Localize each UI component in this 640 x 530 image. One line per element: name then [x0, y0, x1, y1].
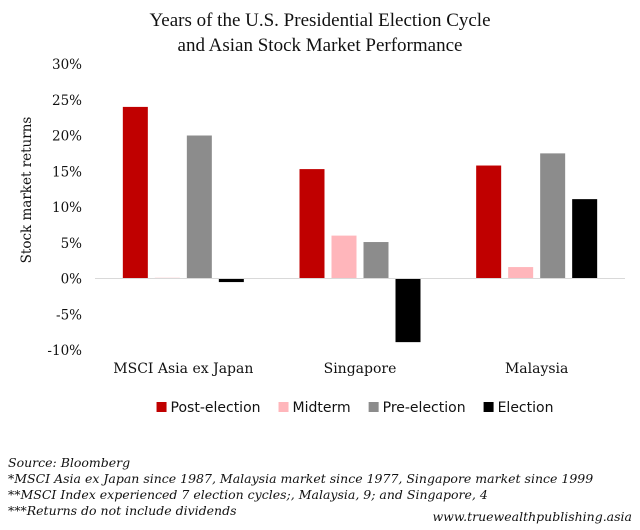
- chart: Years of the U.S. Presidential Election …: [19, 10, 625, 416]
- y-tick-label: -5%: [56, 307, 82, 323]
- website-credit: www.truewealthpublishing.asia: [432, 509, 632, 524]
- legend-item: Election: [483, 400, 554, 416]
- category-labels: MSCI Asia ex Japan Singapore Malaysia: [113, 361, 568, 377]
- footnote-1: *MSCI Asia ex Japan since 1987, Malaysia…: [8, 471, 594, 486]
- y-tick-label: -10%: [47, 343, 82, 359]
- y-axis-label: Stock market returns: [19, 117, 35, 264]
- legend-swatch: [483, 402, 494, 412]
- y-tick-label: 25%: [52, 93, 82, 109]
- legend-swatch: [368, 402, 379, 412]
- bar-midterm-2: [331, 235, 357, 279]
- footnote-3: ***Returns do not include dividends: [8, 503, 237, 518]
- source-note: Source: Bloomberg: [8, 455, 131, 470]
- legend-item: Pre-election: [368, 400, 466, 416]
- y-tick-label: 15%: [52, 164, 82, 180]
- chart-title-line-1: Years of the U.S. Presidential Election …: [149, 10, 490, 31]
- bars: [122, 106, 598, 343]
- bar-election-2: [395, 278, 421, 343]
- bar-post-election-3: [476, 165, 502, 279]
- y-tick-label: 20%: [52, 129, 82, 145]
- chart-title-line-2: and Asian Stock Market Performance: [178, 35, 463, 56]
- category-label: Malaysia: [505, 361, 568, 377]
- bar-pre-election-2: [363, 242, 389, 279]
- legend-swatch: [156, 402, 167, 412]
- legend-swatch: [278, 402, 289, 412]
- y-tick-label: 0%: [61, 272, 83, 288]
- category-label: Singapore: [324, 361, 397, 377]
- footnote-2: **MSCI Index experienced 7 election cycl…: [8, 487, 488, 502]
- legend-label: Midterm: [293, 400, 351, 416]
- legend: Post-election Midterm Pre-election Election: [156, 400, 554, 416]
- bar-election-1: [218, 278, 244, 283]
- legend-label: Pre-election: [383, 400, 466, 416]
- bar-post-election-2: [299, 169, 325, 279]
- legend-label: Election: [498, 400, 554, 416]
- bar-midterm-3: [508, 267, 534, 279]
- y-tick-label: 10%: [52, 200, 82, 216]
- y-tick-label: 30%: [52, 57, 82, 73]
- bar-election-3: [572, 199, 598, 279]
- legend-item: Post-election: [156, 400, 261, 416]
- bar-pre-election-1: [186, 135, 212, 279]
- bar-post-election-1: [122, 106, 148, 279]
- legend-item: Midterm: [278, 400, 351, 416]
- legend-label: Post-election: [171, 400, 261, 416]
- y-axis-ticks: 30% 25% 20% 15% 10% 5% 0% -5% -10%: [47, 57, 82, 359]
- bar-pre-election-3: [540, 153, 566, 279]
- category-label: MSCI Asia ex Japan: [113, 361, 253, 377]
- y-tick-label: 5%: [61, 236, 83, 252]
- footnotes: Source: Bloomberg *MSCI Asia ex Japan si…: [8, 455, 632, 519]
